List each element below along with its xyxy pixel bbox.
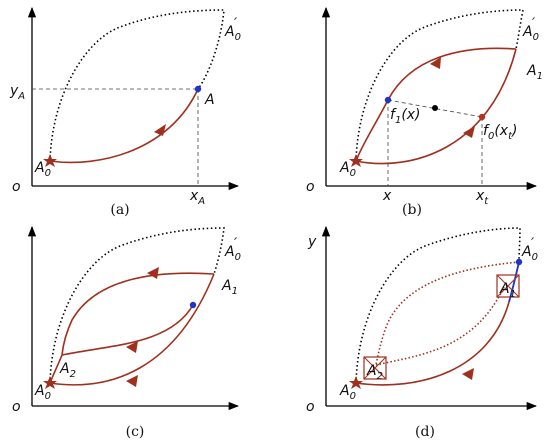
panel-a-boundary-curve (49, 9, 225, 162)
panel-c: o A0′ A1 A2 A0 (c) (12, 225, 241, 440)
panel-c-trajectory-lower (49, 273, 215, 386)
panel-d-trajectory-blue (508, 261, 520, 303)
panel-b-arrow-upper (430, 57, 441, 69)
panel-d-box-A1-cross-2 (496, 274, 520, 298)
panel-d-box-A2-cross-2 (363, 356, 387, 380)
panel-c-trajectory-inner (61, 304, 194, 356)
panel-b: o A0′ A1 f1(x) f0(xt) x xt A0 (b (306, 6, 543, 218)
panel-b-trajectory-upper (355, 47, 517, 162)
panel-c-star (43, 376, 57, 389)
panel-d-trajectory-dotted-inner (375, 284, 506, 366)
panel-d-trajectory-dotted-upper (375, 261, 520, 366)
panel-d-label-A0p: A0′ (521, 236, 538, 263)
panel-b-point-f0 (478, 113, 486, 121)
panel-c-origin: o (12, 399, 21, 415)
panel-d-box-A2: A2 (363, 356, 387, 382)
panel-a-label-xA: xA (189, 188, 205, 207)
panel-d-star (349, 376, 363, 389)
panel-b-label-xt: xt (475, 188, 489, 207)
panel-b-label-A0: A0 (339, 160, 356, 179)
panel-c-caption: (c) (126, 424, 145, 440)
panel-d-yaxis-label: y (307, 234, 317, 250)
panel-b-caption: (b) (402, 202, 422, 218)
panel-c-label-A2: A2 (59, 361, 76, 380)
panel-b-origin: o (306, 179, 315, 195)
panel-d-caption: (d) (415, 424, 435, 440)
panel-a-star (43, 154, 57, 167)
panel-c-label-A0: A0 (34, 383, 51, 402)
panel-a-caption: (a) (110, 202, 129, 218)
panel-d-box-A2-frame (363, 356, 387, 380)
panel-b-arrow-lower (463, 126, 475, 138)
panel-d-box-A1-frame (496, 274, 520, 298)
panel-b-label-A1: A1 (526, 63, 543, 82)
panel-d-trajectory-main (355, 301, 510, 386)
panel-a-point-A (194, 85, 202, 93)
panel-c-label-A0p: A0′ (224, 236, 241, 263)
panel-c-point-blue (189, 301, 197, 309)
panel-a-label-yA: yA (9, 83, 25, 102)
panel-b-star (349, 154, 363, 167)
panel-c-arrow-lower (126, 375, 138, 387)
panel-c-boundary-curve (49, 227, 225, 384)
panel-b-point-f1 (384, 96, 392, 104)
panel-c-arrow-upper (147, 267, 159, 279)
panel-a: o A0′ A yA xA A0 (a) (9, 6, 241, 218)
panel-c-trajectory-upper (61, 272, 215, 356)
panel-d: o y A1 A2 A0′ A0 (306, 225, 538, 440)
panel-d-origin: o (306, 399, 315, 415)
panel-b-label-f0: f0(xt) (483, 123, 517, 142)
panel-c-arrow-inner (126, 341, 138, 353)
panel-a-trajectory (49, 88, 199, 164)
panel-b-trajectory-lower (355, 48, 517, 165)
panel-b-label-A0p: A0′ (522, 16, 539, 43)
panel-d-box-A1: A1 (496, 274, 520, 300)
panel-a-label-A: A (204, 92, 215, 108)
panel-b-label-x: x (382, 188, 392, 204)
panel-d-arrow-lower (462, 368, 474, 380)
panel-a-arrow (154, 124, 166, 136)
panel-b-point-mid (432, 105, 438, 111)
panel-d-point-blue (515, 258, 523, 266)
panel-d-boundary-curve (355, 227, 521, 384)
panel-b-chord (387, 99, 483, 118)
panel-d-label-A1: A1 (499, 281, 516, 300)
panel-c-label-A1: A1 (221, 278, 238, 297)
panel-a-label-A0: A0 (34, 160, 51, 179)
panel-a-label-A0p: A0′ (224, 16, 241, 43)
panel-d-label-A2: A2 (366, 363, 383, 382)
panel-b-label-f1: f1(x) (390, 107, 421, 126)
panel-d-label-A0: A0 (339, 383, 356, 402)
panel-a-origin: o (12, 179, 21, 195)
